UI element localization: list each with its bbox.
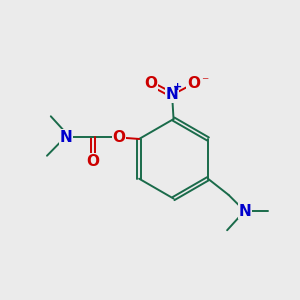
Text: O: O xyxy=(112,130,126,145)
Text: N: N xyxy=(166,87,178,102)
Text: N: N xyxy=(60,130,73,145)
Text: N: N xyxy=(238,204,251,219)
Text: O: O xyxy=(144,76,158,91)
Text: O: O xyxy=(86,154,99,169)
Text: ⁻: ⁻ xyxy=(201,75,208,89)
Text: O: O xyxy=(187,76,200,91)
Text: +: + xyxy=(173,82,183,92)
